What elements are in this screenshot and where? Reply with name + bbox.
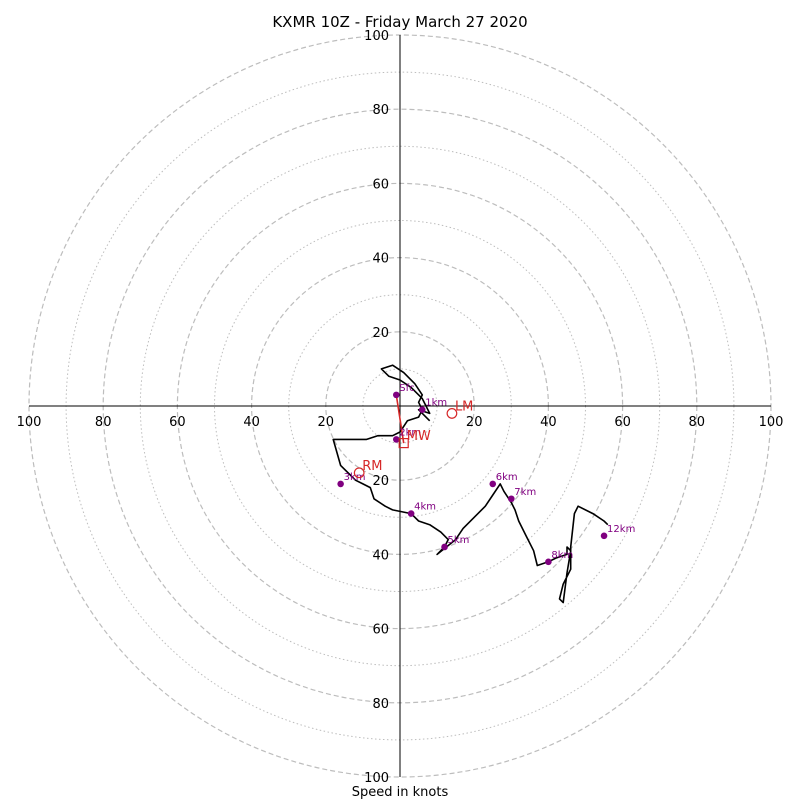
- height-points: Sfc 1km 2km 3km 4km 5km 6km 7km 8km 12km: [337, 383, 635, 566]
- x-axis-label: Speed in knots: [352, 785, 449, 800]
- hodograph-line: [332, 364, 609, 604]
- tick-label-left-60: 60: [169, 415, 186, 430]
- marker-mw: [398, 438, 409, 449]
- marker-label-mw: MW: [407, 429, 431, 444]
- tick-label-left-80: 80: [95, 415, 112, 430]
- height-point-sfc: [392, 391, 400, 399]
- marker-label-rm: RM: [362, 459, 382, 474]
- storm-motion-markers: LM RM MW: [353, 399, 473, 479]
- height-label-4km: 4km: [414, 502, 436, 513]
- hodograph-line-group: [332, 364, 609, 604]
- tick-label-bottom-100: 100: [364, 771, 389, 786]
- height-point-7km: [508, 495, 515, 503]
- marker-lm: [446, 408, 458, 419]
- height-label-sfc: Sfc: [399, 383, 414, 394]
- marker-label-lm: LM: [455, 399, 473, 414]
- tick-label-right-20: 20: [466, 415, 483, 430]
- tick-label-left-20: 20: [318, 415, 335, 430]
- axes: [29, 35, 771, 777]
- height-label-12km: 12km: [607, 524, 635, 535]
- shear-vector: [395, 394, 405, 444]
- tick-label-top-40: 40: [372, 252, 389, 267]
- height-label-3km: 3km: [344, 472, 366, 483]
- tick-label-right-60: 60: [614, 415, 631, 430]
- tick-label-bottom-20: 20: [372, 474, 389, 489]
- tick-label-top-60: 60: [372, 177, 389, 192]
- tick-labels: 100 80 60 40 20 20 40 60 80 100 20 40 60 80 100 20 40 60 8…: [17, 29, 784, 786]
- shear-vector-group: [395, 394, 405, 444]
- height-label-2km: 2km: [399, 427, 421, 438]
- height-label-5km: 5km: [448, 535, 470, 546]
- marker-rm: [353, 467, 365, 479]
- tick-label-bottom-60: 60: [372, 623, 389, 638]
- tick-label-left-100: 100: [17, 415, 42, 430]
- tick-label-right-80: 80: [689, 415, 706, 430]
- chart-title: KXMR 10Z - Friday March 27 2020: [272, 13, 527, 31]
- height-point-3km: [337, 480, 344, 488]
- height-point-6km: [489, 480, 497, 488]
- height-point-5km: [441, 543, 448, 551]
- height-label-7km: 7km: [514, 487, 536, 498]
- tick-label-bottom-40: 40: [372, 548, 389, 563]
- tick-label-top-20: 20: [372, 326, 389, 341]
- height-point-2km: [392, 436, 400, 443]
- height-point-8km: [545, 558, 552, 566]
- height-point-4km: [407, 510, 415, 517]
- tick-label-right-100: 100: [759, 415, 784, 430]
- height-point-1km: [418, 406, 426, 414]
- height-label-8km: 8km: [551, 550, 573, 561]
- tick-label-left-40: 40: [243, 415, 260, 430]
- tick-label-bottom-80: 80: [372, 697, 389, 712]
- height-label-6km: 6km: [496, 472, 518, 483]
- tick-label-right-40: 40: [540, 415, 557, 430]
- height-label-1km: 1km: [425, 398, 447, 409]
- tick-label-top-80: 80: [372, 103, 389, 118]
- tick-label-top-100: 100: [364, 29, 389, 44]
- height-point-12km: [600, 532, 608, 540]
